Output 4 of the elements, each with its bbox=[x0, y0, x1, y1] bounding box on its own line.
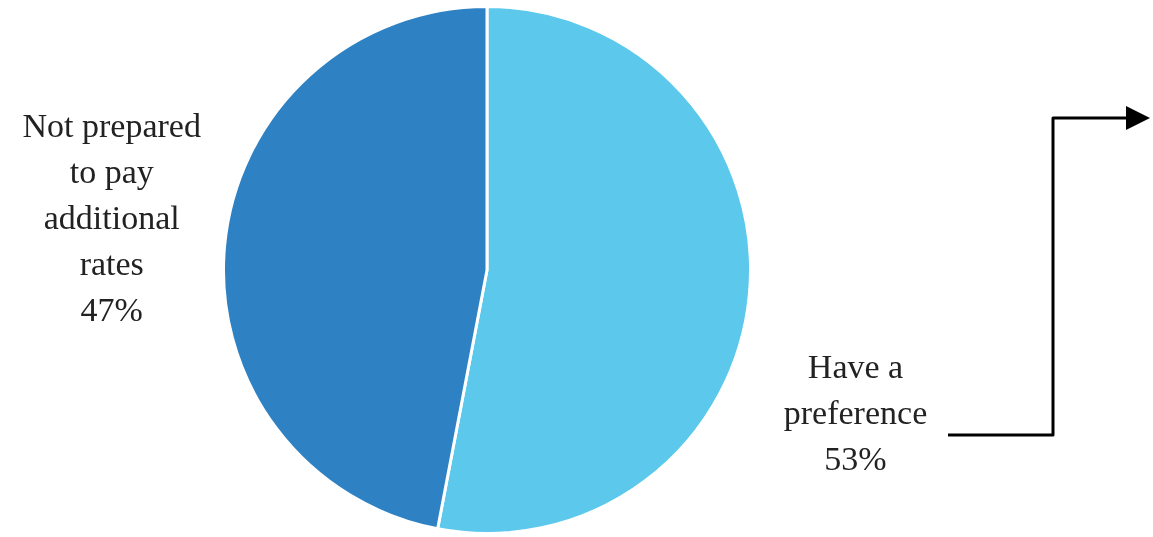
slice-label: Not prepared to pay additional rates bbox=[22, 106, 201, 282]
data-label: 47% bbox=[80, 290, 143, 328]
data-label: 53% bbox=[824, 439, 887, 477]
slice-label: Have a preference bbox=[783, 347, 928, 431]
